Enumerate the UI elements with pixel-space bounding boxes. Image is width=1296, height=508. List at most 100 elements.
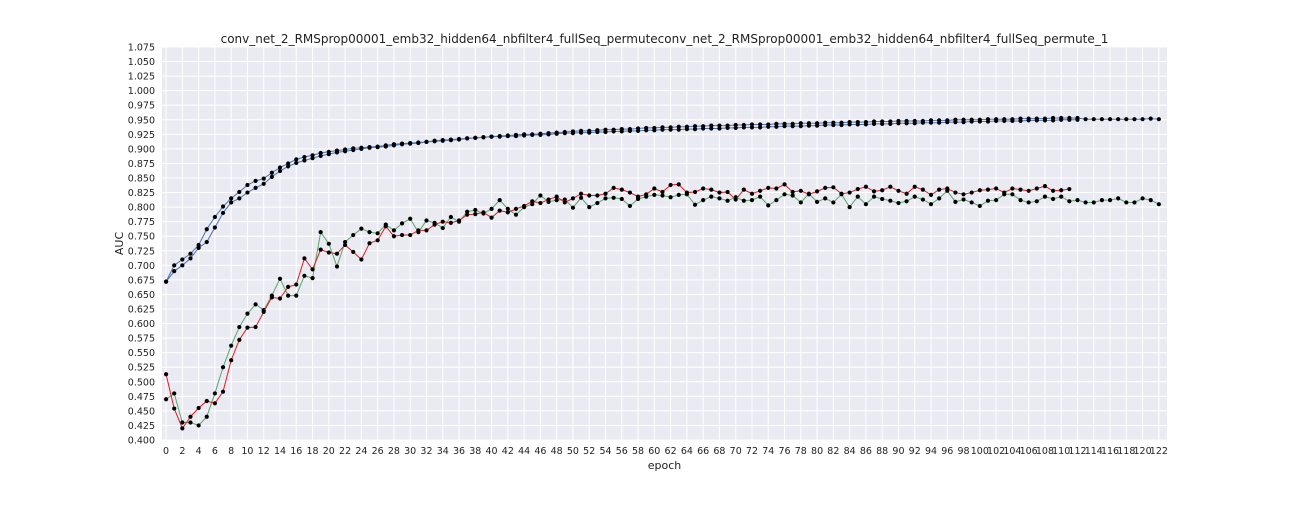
series-4 [163,182,1072,431]
y-axis-label: AUC [113,232,126,256]
x-tick-label: 102 [987,446,1005,457]
data-point [269,295,274,300]
data-point [1124,200,1129,205]
x-tick-label: 6 [212,446,218,457]
data-point [912,194,917,199]
data-point [212,391,217,396]
data-point [627,190,633,195]
x-tick-label: 24 [355,446,367,457]
data-point [578,195,584,200]
x-tick-label: 120 [1134,446,1152,457]
x-tick-label: 60 [648,446,660,457]
y-tick-label: 0.725 [128,246,155,257]
data-point [701,186,706,191]
data-point [367,230,372,235]
data-point [1002,190,1007,195]
data-point [229,343,234,348]
data-point [1099,198,1104,203]
x-tick-label: 10 [241,446,253,457]
data-point [733,197,738,202]
y-tick-label: 0.600 [128,319,155,330]
data-point [774,186,779,191]
data-point [717,126,722,131]
data-point [961,192,966,197]
series-2 [163,117,1080,284]
x-tick-label: 22 [339,446,351,457]
x-axis-label: epoch [648,459,682,472]
data-point [456,218,462,223]
data-point [1059,194,1064,199]
data-point [749,191,755,196]
series-group [163,115,1161,431]
data-point [741,125,746,130]
data-point [1083,117,1088,122]
data-point [1116,117,1121,122]
data-point [1059,188,1064,193]
x-tick-label: 48 [551,446,563,457]
data-point [1010,118,1015,124]
data-point [513,133,519,139]
x-tick-label: 20 [323,446,335,457]
data-point [286,161,291,166]
data-point [505,206,510,211]
data-point [522,203,527,209]
data-point [1034,199,1039,204]
data-point [562,197,567,202]
data-point [432,222,437,227]
data-point [424,218,429,223]
data-point [928,192,934,197]
data-point [709,194,714,199]
data-point [871,189,877,194]
y-tick-label: 0.775 [128,217,155,228]
data-point [522,133,527,138]
data-point [1050,196,1056,202]
data-point [302,154,307,160]
data-point [294,293,299,298]
data-point [326,152,331,157]
y-tick-label: 0.975 [128,101,155,112]
data-point [798,200,803,205]
data-point [790,124,795,129]
data-point [188,414,193,419]
data-point [1140,196,1145,201]
data-point [709,187,714,192]
y-tick-label: 1.050 [128,57,155,68]
data-point [562,200,567,205]
x-tick-label: 52 [583,446,595,457]
data-point [1059,117,1064,122]
data-point [920,187,925,192]
data-point [953,120,958,125]
data-point [994,198,999,203]
data-point [578,130,584,135]
data-point [334,150,340,155]
data-point [554,198,559,203]
x-tick-label: 0 [163,446,169,457]
y-tick-label: 0.575 [128,334,155,345]
data-point [660,189,665,195]
data-point [880,188,885,193]
x-tick-labels: 0 2 4 6 8 10 12 14 16 18 20 22 24 26 28 30 32 34 36 38 40 42 4… [163,446,1168,457]
data-point [1010,186,1015,191]
data-point [1026,200,1031,205]
data-point [554,194,559,199]
data-point [880,196,885,202]
data-point [692,124,698,129]
data-point [1018,198,1023,203]
data-point [318,247,323,252]
data-point [473,212,478,217]
y-tick-label: 0.400 [128,436,155,447]
data-point [367,241,372,246]
x-tick-label: 112 [1068,446,1086,457]
data-point [871,194,877,199]
data-point [766,185,771,190]
data-point [1018,118,1023,124]
x-tick-label: 16 [290,446,302,457]
data-point [717,196,722,201]
data-point [538,132,543,138]
data-point [863,122,869,127]
data-point [904,191,909,196]
data-point [961,197,966,202]
data-point [1034,186,1039,191]
data-point [277,296,283,301]
data-point [1067,199,1072,204]
